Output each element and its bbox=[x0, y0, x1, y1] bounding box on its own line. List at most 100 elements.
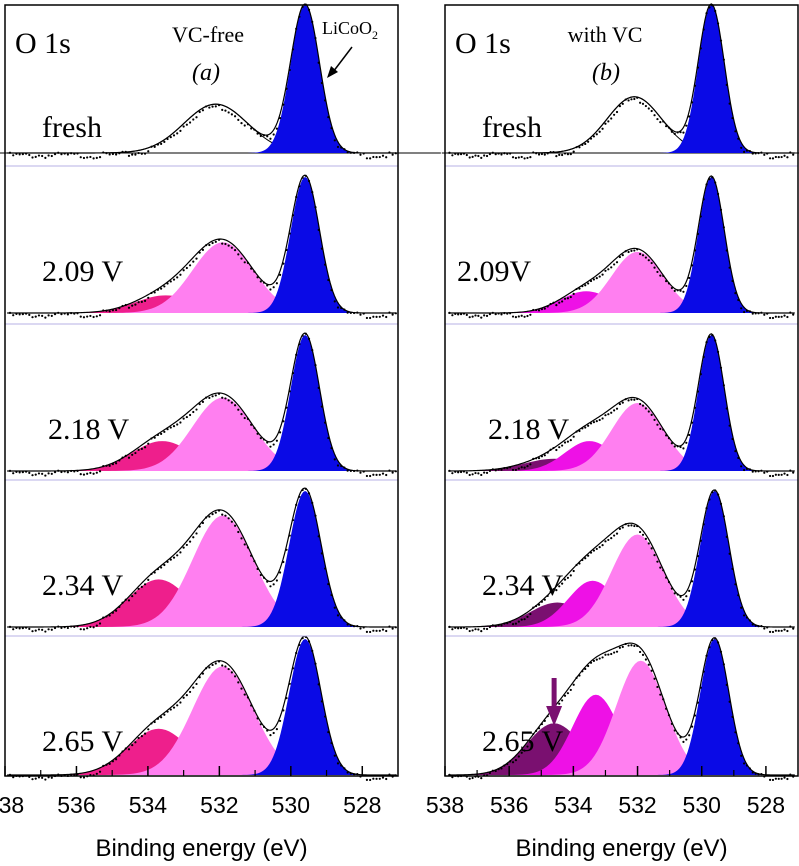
data-point bbox=[558, 585, 561, 588]
data-point bbox=[275, 127, 278, 130]
data-point bbox=[44, 316, 47, 319]
data-point bbox=[388, 151, 391, 154]
data-point bbox=[214, 105, 217, 108]
data-point bbox=[227, 399, 230, 402]
data-point bbox=[572, 569, 575, 573]
data-point bbox=[240, 413, 243, 416]
data-point bbox=[201, 672, 205, 675]
data-point bbox=[558, 301, 561, 304]
data-point bbox=[705, 183, 708, 186]
data-point bbox=[224, 397, 227, 400]
data-point bbox=[140, 300, 143, 304]
data-point bbox=[722, 58, 725, 61]
data-point bbox=[349, 151, 352, 154]
data-point bbox=[725, 535, 728, 538]
data-point bbox=[205, 516, 208, 519]
data-point bbox=[41, 472, 44, 475]
data-point bbox=[451, 628, 454, 631]
data-point bbox=[537, 457, 541, 460]
data-point bbox=[529, 463, 532, 466]
data-point bbox=[751, 152, 754, 155]
data-point bbox=[160, 716, 163, 719]
data-point bbox=[688, 115, 691, 118]
data-point bbox=[511, 156, 515, 159]
data-point bbox=[285, 87, 288, 90]
data-point bbox=[737, 594, 740, 597]
data-point bbox=[589, 661, 593, 664]
data-point bbox=[256, 132, 259, 135]
data-point bbox=[754, 772, 757, 775]
data-point bbox=[385, 156, 388, 159]
data-point bbox=[783, 154, 786, 157]
data-point bbox=[150, 437, 153, 440]
data-point bbox=[757, 625, 760, 628]
panel-b: fresh 2.09V 2.18 V 2.34 V 2.65 V O 1s with VC (… bbox=[342, 3, 799, 862]
data-point bbox=[95, 315, 98, 318]
data-point bbox=[780, 315, 783, 318]
data-point bbox=[211, 513, 214, 516]
spectrum-2.18v: 2.18 V bbox=[0, 332, 438, 478]
data-point bbox=[514, 468, 518, 472]
data-point bbox=[272, 133, 275, 136]
data-point bbox=[604, 540, 607, 543]
data-point bbox=[250, 704, 253, 707]
data-point bbox=[233, 404, 237, 407]
data-point bbox=[702, 198, 705, 201]
data-point bbox=[725, 683, 728, 686]
panel-frame bbox=[4, 4, 399, 777]
data-point bbox=[561, 153, 564, 157]
data-point bbox=[662, 428, 665, 431]
data-point bbox=[301, 488, 304, 492]
data-point bbox=[685, 124, 688, 127]
data-point bbox=[108, 614, 111, 617]
data-point bbox=[272, 443, 275, 446]
data-point bbox=[679, 736, 682, 739]
data-point bbox=[160, 287, 163, 290]
data-point bbox=[636, 96, 639, 99]
data-point bbox=[295, 353, 298, 357]
data-point bbox=[546, 715, 549, 718]
data-point bbox=[685, 284, 688, 288]
data-point bbox=[143, 152, 147, 155]
data-point bbox=[691, 725, 694, 728]
envelope-line bbox=[448, 175, 795, 314]
data-point bbox=[722, 515, 725, 518]
data-point bbox=[385, 629, 388, 633]
data-point bbox=[179, 421, 182, 424]
data-point bbox=[578, 146, 581, 149]
data-point bbox=[185, 266, 188, 270]
data-point bbox=[555, 155, 558, 158]
data-point bbox=[662, 569, 665, 572]
data-point bbox=[131, 304, 134, 307]
data-point bbox=[150, 291, 153, 295]
data-point bbox=[266, 135, 269, 138]
data-point bbox=[786, 315, 789, 319]
data-point bbox=[79, 156, 82, 159]
data-point bbox=[610, 117, 613, 120]
data-point bbox=[246, 696, 250, 699]
data-point bbox=[224, 109, 227, 112]
data-point bbox=[47, 472, 50, 475]
data-point bbox=[624, 398, 627, 401]
data-point bbox=[607, 538, 610, 542]
data-point bbox=[751, 470, 754, 473]
data-point bbox=[160, 566, 163, 569]
data-point bbox=[587, 140, 590, 143]
data-point bbox=[497, 624, 500, 627]
data-point bbox=[771, 778, 775, 782]
data-point bbox=[47, 154, 50, 157]
data-point bbox=[711, 638, 714, 642]
data-point bbox=[53, 153, 57, 156]
data-point bbox=[253, 426, 256, 430]
data-point bbox=[636, 524, 639, 528]
data-point bbox=[163, 430, 166, 433]
data-point bbox=[227, 517, 230, 520]
data-point bbox=[288, 232, 291, 235]
data-point bbox=[98, 156, 102, 159]
data-point bbox=[102, 616, 105, 619]
component-peak bbox=[419, 580, 766, 627]
data-point bbox=[211, 395, 214, 398]
data-point bbox=[147, 150, 150, 153]
data-point bbox=[792, 153, 795, 156]
data-point bbox=[613, 113, 616, 116]
